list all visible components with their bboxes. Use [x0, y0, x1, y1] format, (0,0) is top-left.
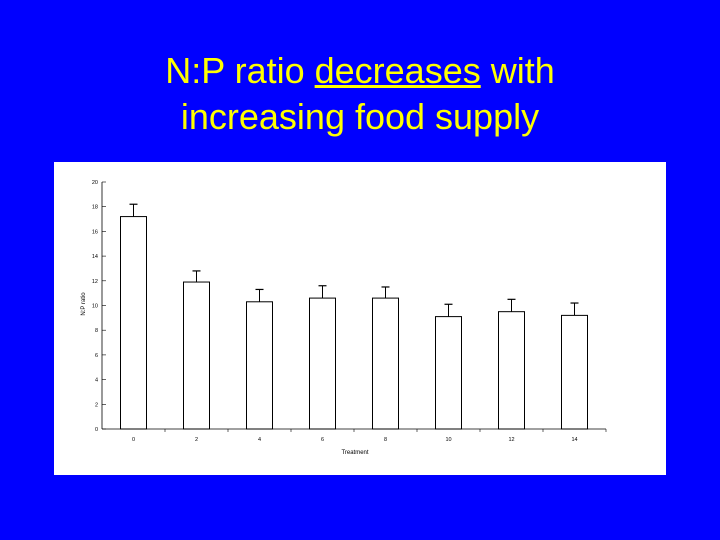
x-tick-label: 14	[571, 437, 577, 443]
x-axis: 0 2 4 6 8 10 12 14	[102, 428, 607, 443]
x-tick-label: 2	[195, 437, 198, 443]
y-axis-label: N:P ratio	[81, 292, 87, 316]
title-emphasis: decreases	[314, 50, 481, 91]
y-tick-label: 18	[92, 205, 98, 211]
y-tick-label: 10	[92, 304, 98, 310]
y-tick-label: 14	[92, 254, 98, 260]
y-tick-label: 16	[92, 229, 98, 235]
y-tick-label: 8	[95, 328, 98, 334]
x-tick-label: 12	[508, 437, 514, 443]
x-tick-label: 8	[384, 437, 387, 443]
bar-12	[498, 311, 525, 430]
bar-2	[183, 281, 210, 430]
y-tick-label: 0	[95, 427, 98, 433]
chart-panel: 0 2 4 6 8 10 12 14 16 18 20 0 2 4 6 8 10 12 14 N:P ratio …	[54, 162, 666, 475]
bar-4	[246, 301, 273, 430]
y-tick-label: 2	[95, 402, 98, 408]
slide-title-line-2: increasing food supply	[180, 96, 540, 137]
x-tick-label: 0	[132, 437, 135, 443]
bar-8	[372, 297, 399, 430]
y-tick-label: 12	[92, 279, 98, 285]
x-tick-label: 6	[321, 437, 324, 443]
bars	[120, 203, 588, 430]
x-tick-label: 10	[445, 437, 451, 443]
bar-6	[309, 297, 336, 430]
x-axis-label: Treatment	[341, 450, 368, 456]
slide-title: N:P ratio decreases with increasing food…	[0, 48, 720, 140]
y-axis: 0 2 4 6 8 10 12 14 16 18 20	[92, 180, 106, 433]
x-tick-label: 4	[258, 437, 261, 443]
bar-0	[120, 216, 147, 430]
title-prefix: N:P ratio	[165, 50, 315, 91]
bar-10	[435, 316, 462, 430]
slide-title-line-1: N:P ratio decreases with	[0, 48, 720, 94]
y-tick-label: 4	[95, 378, 98, 384]
y-tick-label: 20	[92, 180, 98, 186]
bar-14	[561, 314, 588, 430]
y-tick-label: 6	[95, 353, 98, 359]
title-suffix: with	[480, 50, 555, 91]
